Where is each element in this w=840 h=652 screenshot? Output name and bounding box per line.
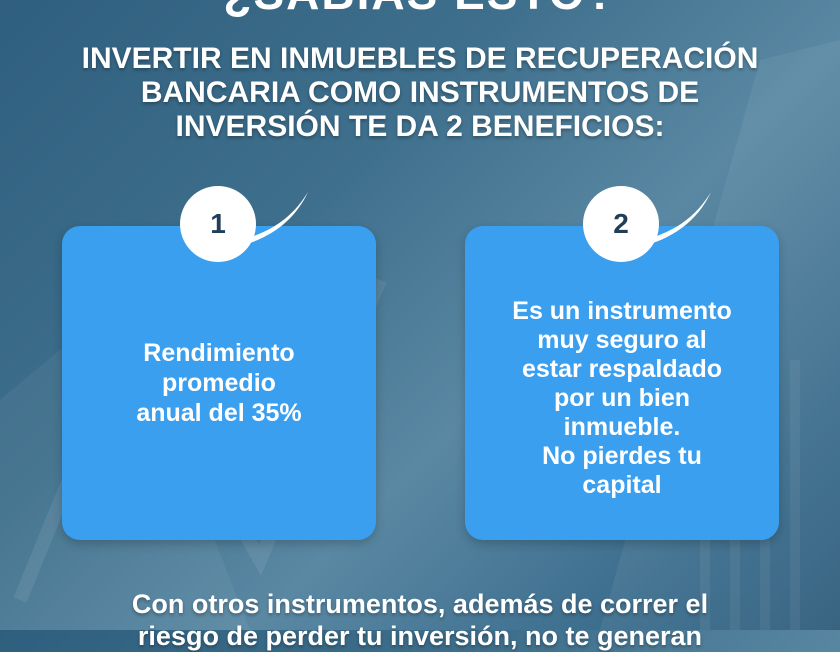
footer-text: Con otros instrumentos, además de correr… [0, 588, 840, 652]
swoosh-icon [232, 192, 308, 248]
heading: INVERTIR EN INMUEBLES DE RECUPERACIÓN BA… [0, 42, 840, 144]
benefit-text: Rendimiento promedio anual del 35% [124, 338, 313, 428]
benefit-line: por un bien [553, 383, 691, 412]
benefit-line: Rendimiento [143, 339, 295, 367]
number-badge-2: 2 [583, 186, 659, 262]
benefit-line: anual del 35% [136, 399, 302, 427]
number-badge-1: 1 [180, 186, 256, 262]
heading-line: INVERTIR EN INMUEBLES DE RECUPERACIÓN [81, 42, 759, 75]
footer-line: riesgo de perder tu inversión, no te gen… [137, 621, 703, 651]
benefit-line: muy seguro al [537, 325, 707, 354]
title: ¿SABÍAS ESTO? [0, 0, 840, 20]
swoosh-icon [635, 192, 711, 248]
benefit-line: capital [582, 470, 662, 499]
benefit-text: Es un instrumento muy seguro al estar re… [500, 267, 743, 500]
heading-line: INVERSIÓN TE DA 2 BENEFICIOS: [175, 110, 665, 143]
benefit-card-2: Es un instrumento muy seguro al estar re… [465, 226, 779, 540]
benefit-line: inmueble. [563, 412, 681, 441]
heading-line: BANCARIA COMO INSTRUMENTOS DE [140, 76, 700, 109]
footer-line: Con otros instrumentos, además de correr… [131, 589, 709, 619]
benefit-line: No pierdes tu [542, 441, 702, 470]
benefit-line: estar respaldado [521, 354, 723, 383]
benefit-card-1: Rendimiento promedio anual del 35% [62, 226, 376, 540]
benefit-line: promedio [162, 369, 276, 397]
benefit-line: Es un instrumento [512, 296, 732, 325]
